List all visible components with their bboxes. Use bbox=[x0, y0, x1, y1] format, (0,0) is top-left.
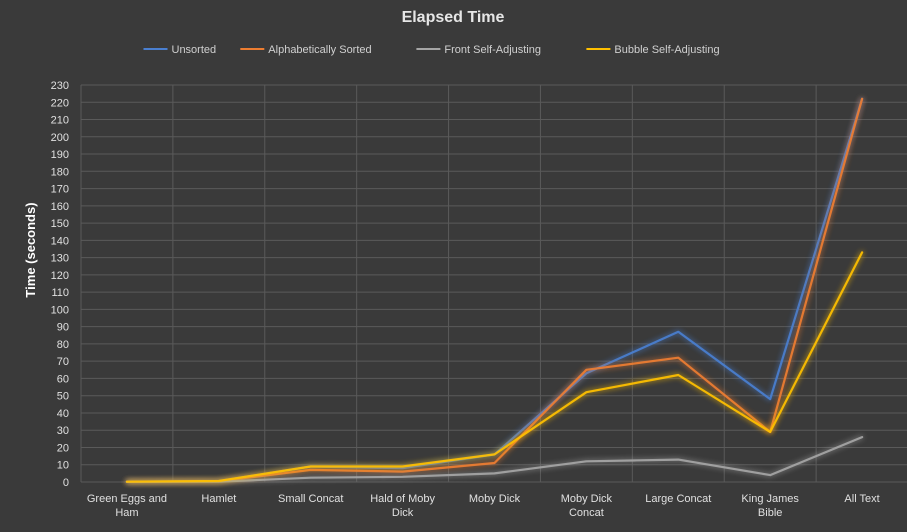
y-tick-label: 80 bbox=[57, 339, 69, 351]
vertical-gridlines bbox=[80, 85, 817, 482]
y-tick-label: 210 bbox=[51, 115, 69, 127]
y-tick-label: 90 bbox=[57, 322, 69, 334]
x-tick-label: Hald of Moby Dick bbox=[370, 493, 435, 519]
y-tick-label: 120 bbox=[51, 270, 69, 282]
y-tick-label: 160 bbox=[51, 201, 69, 213]
y-tick-label: 20 bbox=[57, 442, 69, 454]
x-tick-label: All Text bbox=[844, 493, 879, 505]
y-tick-label: 110 bbox=[51, 287, 69, 299]
y-tick-label: 130 bbox=[51, 253, 69, 265]
legend-label: Alphabetically Sorted bbox=[268, 44, 371, 56]
series-line-alphabetically-sorted bbox=[125, 97, 864, 483]
y-tick-label: 180 bbox=[51, 166, 69, 178]
y-tick-label: 10 bbox=[57, 460, 69, 472]
horizontal-gridlines bbox=[81, 84, 907, 483]
x-tick-label: Large Concat bbox=[645, 493, 711, 505]
legend-label: Bubble Self-Adjusting bbox=[614, 44, 719, 56]
y-tick-label: 150 bbox=[51, 218, 69, 230]
series-line-front-self-adjusting bbox=[125, 436, 864, 483]
x-tick-label: Hamlet bbox=[201, 493, 236, 505]
legend-label: Front Self-Adjusting bbox=[444, 44, 541, 56]
y-tick-label: 230 bbox=[51, 80, 69, 92]
y-axis-tick-labels: 0 10 20 30 40 50 60 70 80 90 100 110 120 130 140 150 160… bbox=[51, 80, 69, 489]
y-tick-label: 170 bbox=[51, 184, 69, 196]
legend-item: Bubble Self-Adjusting bbox=[586, 44, 720, 56]
legend: Unsorted Alphabetically Sorted Front Self-… bbox=[143, 44, 720, 56]
x-axis-tick-labels: Green Eggs and Ham Hamlet Small Concat Hald … bbox=[87, 493, 880, 519]
y-tick-label: 40 bbox=[57, 408, 69, 420]
legend-label: Unsorted bbox=[172, 44, 217, 56]
series-line-bubble-self-adjusting bbox=[125, 251, 864, 483]
y-tick-label: 50 bbox=[57, 391, 69, 403]
x-tick-label: Small Concat bbox=[278, 493, 343, 505]
y-tick-label: 60 bbox=[57, 373, 69, 385]
legend-item: Alphabetically Sorted bbox=[240, 44, 372, 56]
chart-title: Elapsed Time bbox=[402, 9, 505, 26]
y-tick-label: 140 bbox=[51, 235, 69, 247]
y-tick-label: 100 bbox=[51, 304, 69, 316]
y-tick-label: 70 bbox=[57, 356, 69, 368]
y-tick-label: 200 bbox=[51, 132, 69, 144]
y-tick-label: 220 bbox=[51, 97, 69, 109]
legend-item: Front Self-Adjusting bbox=[416, 44, 541, 56]
series-line-unsorted bbox=[125, 97, 864, 483]
y-tick-label: 190 bbox=[51, 149, 69, 161]
x-tick-label: King James Bible bbox=[741, 493, 799, 519]
series-lines bbox=[125, 97, 864, 483]
x-tick-label: Moby Dick bbox=[469, 493, 521, 505]
y-tick-label: 0 bbox=[63, 477, 69, 489]
x-tick-label: Green Eggs and Ham bbox=[87, 493, 167, 519]
x-tick-label: Moby Dick Concat bbox=[561, 493, 613, 519]
y-axis-label: Time (seconds) bbox=[23, 202, 38, 297]
legend-item: Unsorted bbox=[143, 44, 217, 56]
y-tick-label: 30 bbox=[57, 425, 69, 437]
